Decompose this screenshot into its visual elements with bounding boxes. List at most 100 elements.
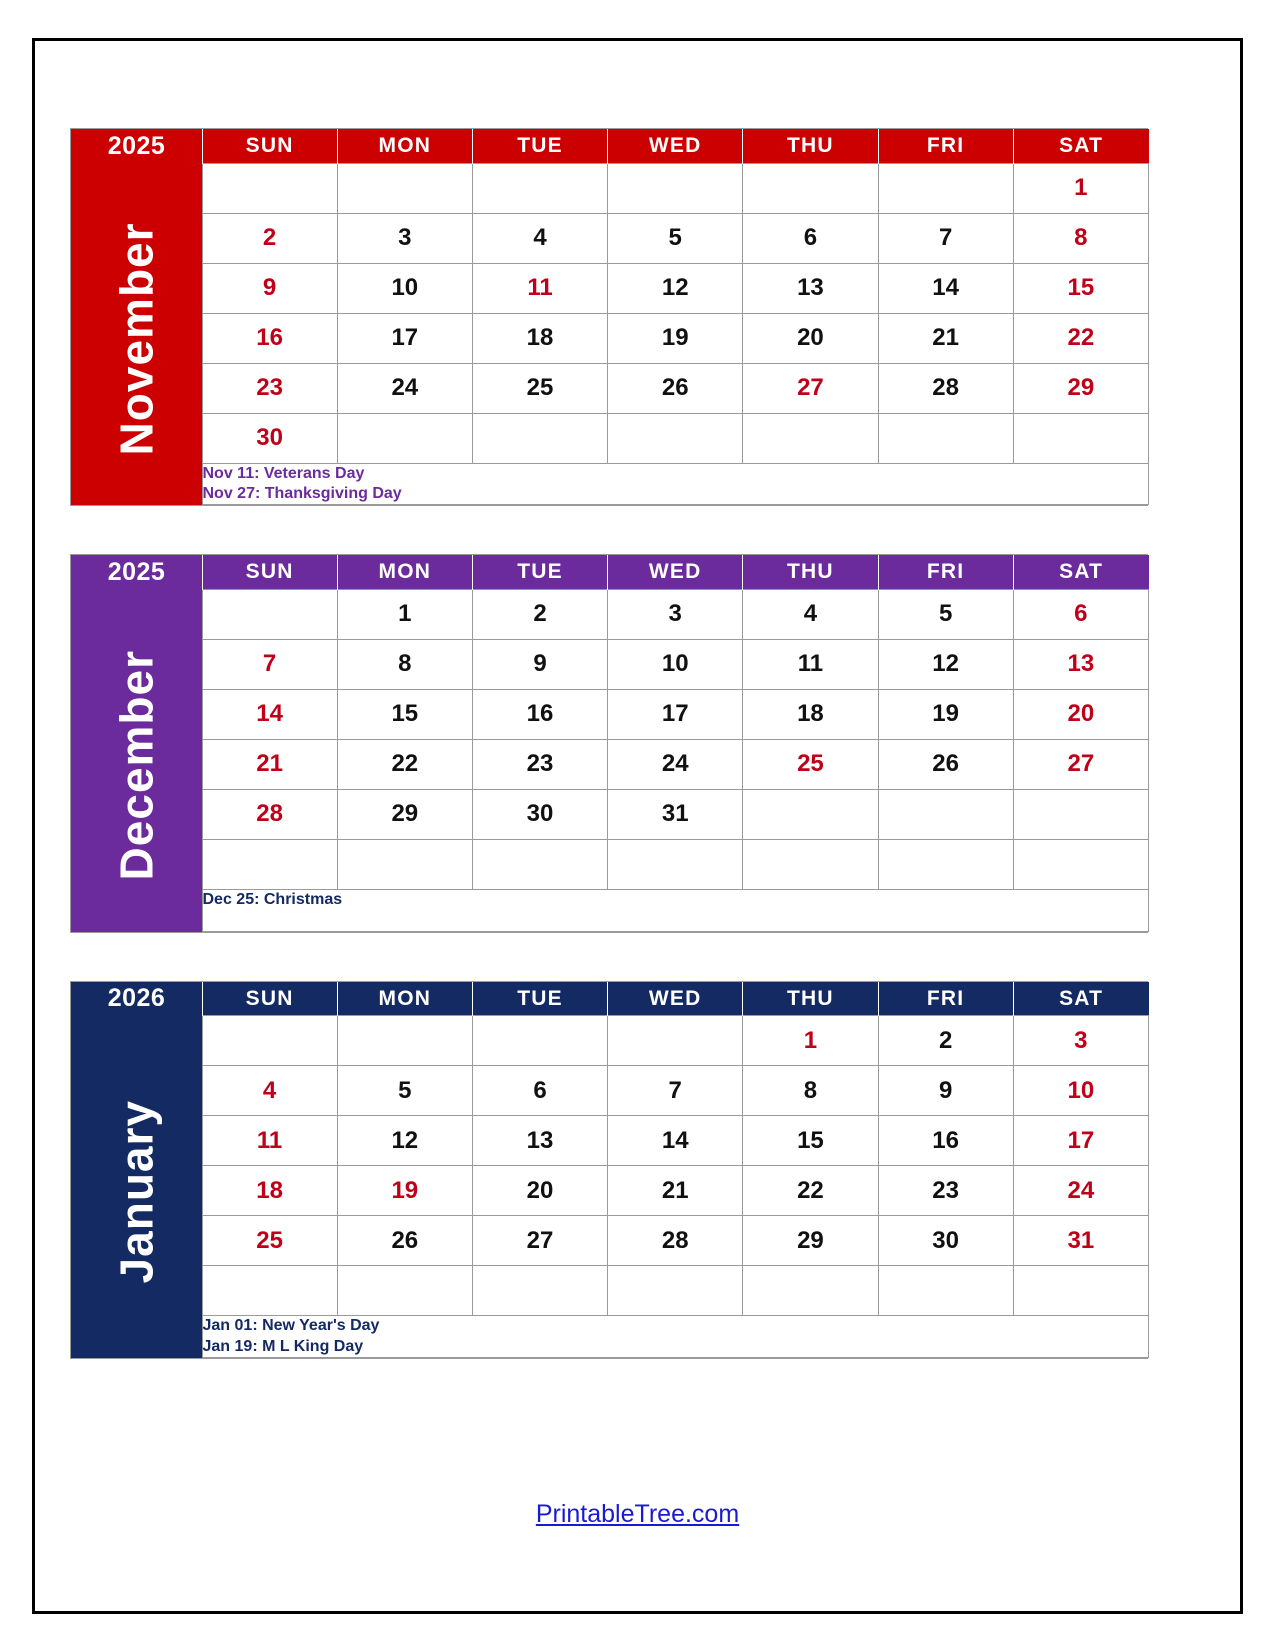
day-cell[interactable]: 28 — [201, 788, 338, 840]
day-cell[interactable]: 9 — [471, 638, 609, 690]
week-row: 7 8 9 10 11 12 13 — [71, 638, 1150, 690]
day-cell[interactable]: 27 — [1012, 738, 1150, 790]
day-cell[interactable]: 5 — [877, 588, 1014, 640]
day-cell[interactable]: 2 — [201, 212, 338, 264]
day-cell[interactable]: 24 — [607, 738, 744, 790]
day-cell[interactable]: 16 — [201, 312, 338, 364]
week-row: 4 5 6 7 8 9 10 — [71, 1065, 1150, 1117]
day-cell[interactable]: 19 — [336, 1165, 473, 1217]
day-cell[interactable]: 15 — [1012, 262, 1150, 314]
day-cell[interactable]: 2 — [471, 588, 609, 640]
day-cell[interactable]: 30 — [877, 1215, 1014, 1267]
day-cell[interactable]: 18 — [471, 312, 609, 364]
day-cell[interactable]: 26 — [336, 1215, 473, 1267]
day-cell[interactable]: 17 — [1012, 1115, 1150, 1167]
day-cell[interactable]: 30 — [201, 412, 338, 464]
day-cell[interactable]: 2 — [877, 1015, 1014, 1067]
printabletree-link[interactable]: PrintableTree.com — [535, 1500, 740, 1528]
weekday-header-thu: THU — [742, 129, 879, 163]
day-cell[interactable]: 18 — [201, 1165, 338, 1217]
day-cell[interactable]: 11 — [471, 262, 609, 314]
day-cell[interactable]: 12 — [877, 638, 1014, 690]
day-cell[interactable]: 21 — [877, 312, 1014, 364]
day-cell[interactable]: 29 — [1012, 362, 1150, 414]
day-cell[interactable]: 16 — [471, 688, 609, 740]
weekday-header-sun: SUN — [201, 129, 338, 163]
day-cell[interactable]: 21 — [607, 1165, 744, 1217]
week-row: 21 22 23 24 25 26 27 — [71, 738, 1150, 790]
day-cell[interactable]: 31 — [1012, 1215, 1150, 1267]
day-cell[interactable]: 3 — [336, 212, 473, 264]
day-cell[interactable]: 7 — [201, 638, 338, 690]
day-cell[interactable]: 14 — [607, 1115, 744, 1167]
day-cell[interactable]: 11 — [742, 638, 879, 690]
day-cell[interactable]: 23 — [877, 1165, 1014, 1217]
day-cell[interactable]: 8 — [1012, 212, 1150, 264]
day-cell[interactable]: 1 — [1012, 162, 1150, 214]
day-cell[interactable]: 15 — [742, 1115, 879, 1167]
day-cell[interactable]: 6 — [742, 212, 879, 264]
day-cell[interactable]: 29 — [336, 788, 473, 840]
day-cell[interactable]: 6 — [471, 1065, 609, 1117]
day-cell[interactable]: 10 — [336, 262, 473, 314]
day-cell[interactable]: 10 — [607, 638, 744, 690]
day-cell[interactable]: 26 — [877, 738, 1014, 790]
day-cell[interactable]: 18 — [742, 688, 879, 740]
day-cell[interactable]: 9 — [201, 262, 338, 314]
day-cell[interactable]: 12 — [336, 1115, 473, 1167]
day-cell[interactable]: 4 — [742, 588, 879, 640]
day-cell[interactable]: 1 — [336, 588, 473, 640]
day-cell[interactable]: 13 — [471, 1115, 609, 1167]
day-cell[interactable]: 9 — [877, 1065, 1014, 1117]
day-cell[interactable]: 24 — [1012, 1165, 1150, 1217]
day-cell[interactable]: 22 — [336, 738, 473, 790]
day-cell[interactable]: 28 — [607, 1215, 744, 1267]
day-cell[interactable]: 13 — [1012, 638, 1150, 690]
day-cell[interactable]: 22 — [1012, 312, 1150, 364]
day-cell[interactable]: 4 — [201, 1065, 338, 1117]
day-cell[interactable]: 20 — [1012, 688, 1150, 740]
day-cell[interactable]: 25 — [201, 1215, 338, 1267]
day-cell[interactable]: 14 — [201, 688, 338, 740]
day-cell[interactable]: 29 — [742, 1215, 879, 1267]
day-cell[interactable]: 11 — [201, 1115, 338, 1167]
day-cell[interactable]: 16 — [877, 1115, 1014, 1167]
day-cell[interactable]: 4 — [471, 212, 609, 264]
day-cell[interactable]: 30 — [471, 788, 609, 840]
day-cell[interactable]: 8 — [742, 1065, 879, 1117]
day-cell[interactable]: 31 — [607, 788, 744, 840]
day-cell[interactable]: 20 — [471, 1165, 609, 1217]
day-cell[interactable]: 7 — [877, 212, 1014, 264]
day-cell[interactable]: 12 — [607, 262, 744, 314]
calendar-months-container: 2025 November SUN MON TUE WED THU FRI SAT 1 2 3 4 5 6 7… — [70, 128, 1150, 1360]
day-cell[interactable]: 23 — [201, 362, 338, 414]
day-cell[interactable]: 3 — [607, 588, 744, 640]
day-cell[interactable]: 27 — [471, 1215, 609, 1267]
day-cell[interactable]: 1 — [742, 1015, 879, 1067]
day-cell[interactable]: 13 — [742, 262, 879, 314]
day-cell[interactable]: 25 — [471, 362, 609, 414]
day-cell[interactable]: 24 — [336, 362, 473, 414]
day-cell[interactable]: 23 — [471, 738, 609, 790]
day-cell[interactable]: 5 — [336, 1065, 473, 1117]
day-cell[interactable]: 14 — [877, 262, 1014, 314]
day-cell[interactable]: 19 — [877, 688, 1014, 740]
weekday-header-fri: FRI — [877, 555, 1014, 590]
day-cell[interactable]: 27 — [742, 362, 879, 414]
day-cell[interactable]: 21 — [201, 738, 338, 790]
day-cell[interactable]: 10 — [1012, 1065, 1150, 1117]
day-cell[interactable]: 8 — [336, 638, 473, 690]
day-cell[interactable]: 28 — [877, 362, 1014, 414]
day-cell[interactable]: 7 — [607, 1065, 744, 1117]
day-cell[interactable]: 19 — [607, 312, 744, 364]
day-cell[interactable]: 3 — [1012, 1015, 1150, 1067]
day-cell[interactable]: 15 — [336, 688, 473, 740]
day-cell[interactable]: 6 — [1012, 588, 1150, 640]
day-cell[interactable]: 17 — [336, 312, 473, 364]
day-cell[interactable]: 20 — [742, 312, 879, 364]
day-cell[interactable]: 25 — [742, 738, 879, 790]
day-cell[interactable]: 17 — [607, 688, 744, 740]
day-cell[interactable]: 22 — [742, 1165, 879, 1217]
day-cell[interactable]: 5 — [607, 212, 744, 264]
day-cell[interactable]: 26 — [607, 362, 744, 414]
